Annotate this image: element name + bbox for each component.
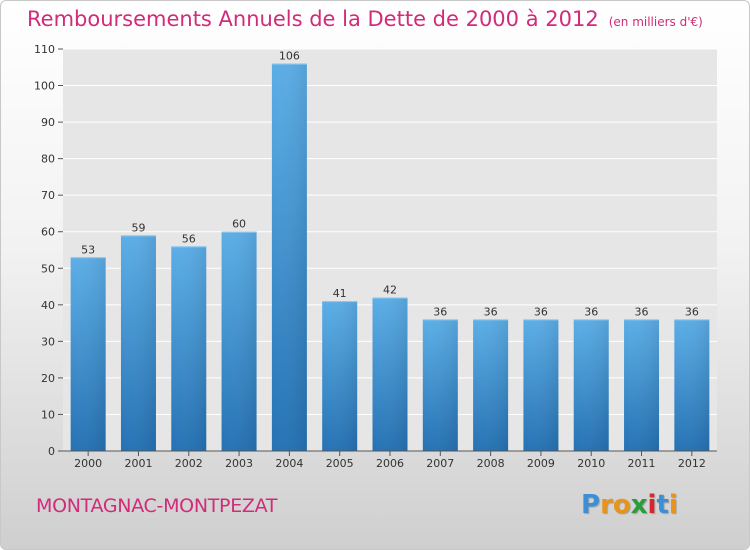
bars: 53 59 56 60 106 41 42 36 36 36 36 36 36 (70, 50, 710, 451)
bar-shade (473, 319, 509, 451)
data-label: 106 (279, 50, 300, 63)
y-tick-label: 50 (41, 262, 55, 275)
data-label: 36 (584, 305, 598, 318)
y-tick-label: 40 (41, 299, 55, 312)
y-tick-label: 20 (41, 372, 55, 385)
bar-shade (322, 301, 358, 451)
data-label: 36 (433, 305, 447, 318)
data-label: 36 (534, 305, 548, 318)
y-tick-label: 70 (41, 189, 55, 202)
bar-shade (523, 319, 559, 451)
bar-shade (120, 235, 156, 451)
x-tick-label: 2008 (477, 457, 505, 470)
y-tick-label: 60 (41, 226, 55, 239)
bar-shade (70, 257, 106, 451)
bar-shade (624, 319, 660, 451)
y-tick-label: 0 (48, 445, 55, 458)
x-tick-label: 2003 (225, 457, 253, 470)
logo-letter: r (600, 490, 613, 520)
bar-shade (372, 297, 408, 451)
x-tick-label: 2011 (628, 457, 656, 470)
logo-letter: o (612, 490, 631, 520)
data-label: 41 (333, 287, 347, 300)
chart-title: Remboursements Annuels de la Dette de 20… (27, 7, 703, 31)
y-axis-ticks: 0 10 20 30 40 50 60 70 80 90 100 110 (34, 43, 63, 458)
x-tick-label: 2006 (376, 457, 404, 470)
x-tick-label: 2002 (175, 457, 203, 470)
x-tick-label: 2007 (426, 457, 454, 470)
bar-shade (221, 231, 257, 451)
x-tick-label: 2012 (678, 457, 706, 470)
bar-shade (573, 319, 609, 451)
data-label: 36 (484, 305, 498, 318)
x-tick-label: 2005 (326, 457, 354, 470)
logo-letter: t (656, 490, 669, 520)
x-tick-label: 2010 (577, 457, 605, 470)
bar-shade (271, 63, 307, 451)
logo-letter: i (668, 490, 678, 520)
bar-shade (422, 319, 458, 451)
data-label: 60 (232, 218, 246, 231)
y-tick-label: 90 (41, 116, 55, 129)
proxiti-logo: Proxiti (581, 490, 678, 520)
x-tick-label: 2001 (124, 457, 152, 470)
commune-name: MONTAGNAC-MONTPEZAT (36, 495, 278, 517)
logo-letter: P (581, 490, 601, 520)
data-label: 36 (685, 305, 699, 318)
data-label: 36 (635, 305, 649, 318)
logo-letter: i (647, 490, 657, 520)
data-label: 59 (131, 221, 145, 234)
data-label: 56 (182, 232, 196, 245)
data-label: 53 (81, 243, 95, 256)
x-axis-ticks: 2000 2001 2002 2003 2004 2005 2006 2007 2008 2009… (74, 451, 706, 470)
y-tick-label: 10 (41, 408, 55, 421)
x-tick-label: 2000 (74, 457, 102, 470)
x-tick-label: 2004 (275, 457, 303, 470)
bar-shade (171, 246, 207, 451)
y-tick-label: 110 (34, 43, 55, 56)
y-tick-label: 80 (41, 153, 55, 166)
y-tick-label: 30 (41, 335, 55, 348)
y-tick-label: 100 (34, 80, 55, 93)
logo-letter: x (630, 490, 648, 520)
data-label: 42 (383, 284, 397, 297)
bar-shade (674, 319, 710, 451)
chart-title-text: Remboursements Annuels de la Dette de 20… (27, 7, 599, 31)
x-tick-label: 2009 (527, 457, 555, 470)
chart-unit: (en milliers d'€) (608, 15, 703, 29)
